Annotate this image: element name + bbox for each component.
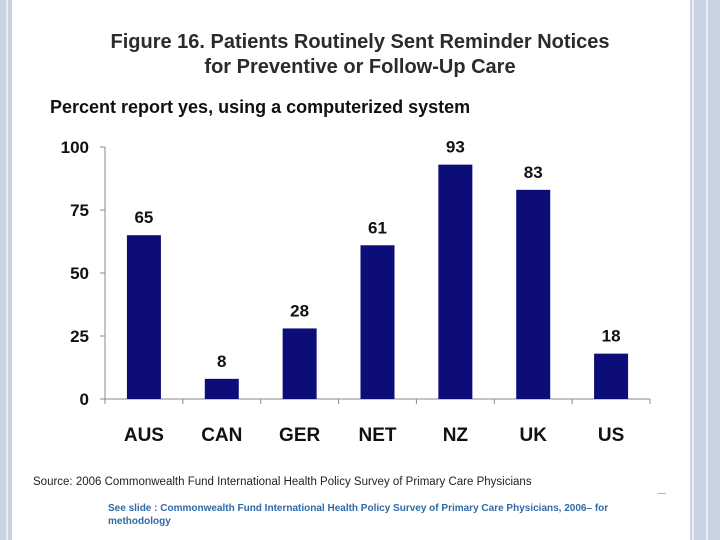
bar-ger (282, 328, 317, 399)
y-tick-label: 100 (61, 138, 89, 157)
category-label-can: CAN (201, 425, 242, 446)
data-label-net: 61 (368, 218, 387, 237)
data-label-can: 8 (217, 352, 226, 371)
bar-nz (438, 164, 473, 399)
page-mark: __ (658, 487, 666, 494)
chart-subtitle: Percent report yes, using a computerized… (50, 97, 471, 117)
data-label-uk: 83 (524, 163, 543, 182)
category-label-aus: AUS (124, 425, 164, 446)
y-tick-label: 50 (70, 264, 89, 283)
data-label-nz: 93 (446, 138, 465, 157)
category-label-net: NET (359, 425, 397, 446)
bar-us (594, 353, 629, 399)
data-label-aus: 65 (134, 208, 153, 227)
slide-right-border (690, 0, 720, 540)
data-label-ger: 28 (290, 301, 309, 320)
category-label-ger: GER (279, 425, 320, 446)
y-tick-label: 0 (80, 390, 89, 409)
y-tick-label: 75 (70, 201, 89, 220)
data-label-us: 18 (602, 327, 621, 346)
methodology-footnote: See slide : Commonwealth Fund Internatio… (108, 503, 609, 527)
category-label-nz: NZ (443, 425, 469, 446)
figure-title-line-1: Figure 16. Patients Routinely Sent Remin… (110, 31, 610, 53)
figure-title: Figure 16. Patients Routinely Sent Remin… (20, 30, 700, 80)
bar-uk (516, 189, 551, 399)
category-label-uk: UK (519, 425, 547, 446)
source-note: Source: 2006 Commonwealth Fund Internati… (33, 476, 532, 488)
y-tick-label: 25 (70, 327, 89, 346)
bar-aus (126, 235, 161, 399)
slide-left-border (0, 0, 12, 540)
bar-can (204, 378, 239, 399)
figure-title-line-2: for Preventive or Follow-Up Care (204, 56, 516, 78)
category-label-us: US (598, 425, 624, 446)
bar-net (360, 245, 395, 399)
